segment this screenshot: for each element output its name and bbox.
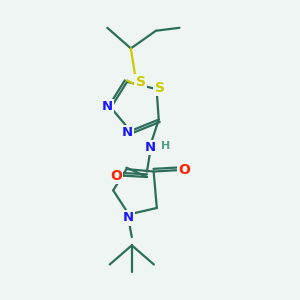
Text: O: O [110,169,122,182]
Text: O: O [178,163,190,177]
Text: S: S [136,75,146,89]
Text: N: N [122,126,133,139]
Text: N: N [102,100,113,113]
Text: H: H [161,141,171,151]
Text: N: N [144,141,155,154]
Text: S: S [154,81,164,95]
Text: N: N [122,212,134,224]
